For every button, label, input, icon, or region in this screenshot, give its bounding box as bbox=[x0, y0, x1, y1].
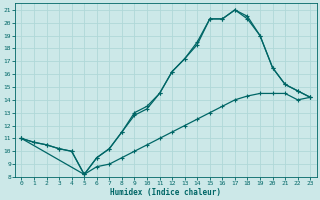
X-axis label: Humidex (Indice chaleur): Humidex (Indice chaleur) bbox=[110, 188, 221, 197]
